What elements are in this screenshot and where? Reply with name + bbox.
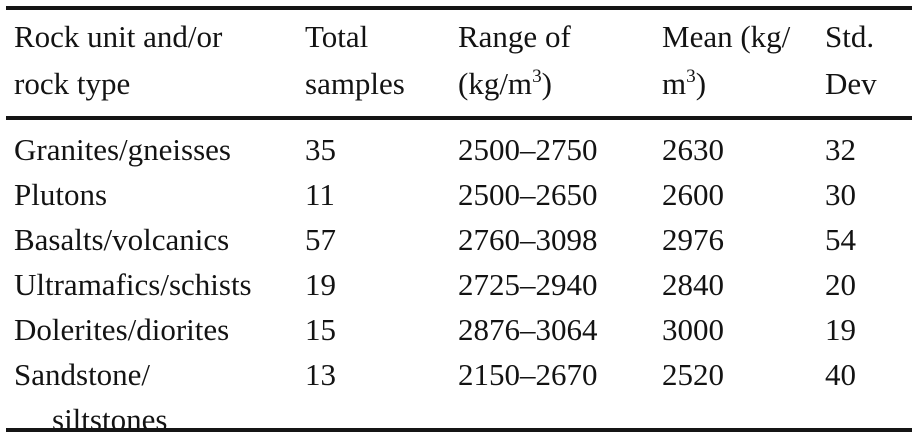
table-header-divider-rule (6, 116, 912, 120)
cell-std-dev: 30 (825, 177, 856, 212)
cell-rock-unit: Ultramafics/schists (14, 262, 305, 307)
rock-unit-text: Granites/gneisses (14, 132, 231, 167)
cell-std-dev: 32 (825, 132, 856, 167)
cell-total-samples: 15 (305, 312, 336, 347)
mean-unit-superscript: 3 (686, 65, 696, 87)
column-header-rock-unit-line2: rock type (14, 66, 131, 101)
column-header-total-samples: Total samples (305, 13, 458, 107)
cell-mean: 2600 (662, 177, 724, 212)
cell-total-samples: 57 (305, 222, 336, 257)
column-header-mean: Mean (kg/ m3) (662, 13, 825, 107)
column-header-range-line2: (kg/m3) (458, 60, 662, 107)
cell-std-dev: 20 (825, 267, 856, 302)
cell-rock-unit: Granites/gneisses (14, 127, 305, 172)
column-header-range: Range of (kg/m3) (458, 13, 662, 107)
cell-total-samples: 13 (305, 357, 336, 392)
cell-mean: 2520 (662, 357, 724, 392)
table-bottom-rule (6, 428, 912, 432)
cell-range: 2150–2670 (458, 357, 598, 392)
cell-range: 2876–3064 (458, 312, 598, 347)
cell-mean: 2630 (662, 132, 724, 167)
rock-unit-text: Basalts/volcanics (14, 222, 230, 257)
mean-unit-suffix: ) (695, 66, 707, 101)
cell-std-dev: 40 (825, 357, 856, 392)
cell-std-dev: 54 (825, 222, 856, 257)
column-header-mean-line2: m3) (662, 60, 825, 107)
cell-rock-unit: Plutons (14, 172, 305, 217)
cell-mean: 2840 (662, 267, 724, 302)
column-header-rock-unit-line1: Rock unit and/or (14, 19, 223, 54)
column-header-std-dev-line2: Dev (825, 66, 877, 101)
cell-range: 2500–2750 (458, 132, 598, 167)
range-unit-superscript: 3 (532, 65, 542, 87)
rock-unit-text-wrapped: siltstones (52, 402, 168, 437)
rock-unit-text: Ultramafics/schists (14, 267, 252, 302)
range-unit-prefix: (kg/m (458, 66, 533, 101)
rock-unit-text: Plutons (14, 177, 108, 212)
column-header-std-dev: Std. Dev (825, 13, 916, 107)
cell-range: 2725–2940 (458, 267, 598, 302)
cell-total-samples: 19 (305, 267, 336, 302)
cell-rock-unit: Basalts/volcanics (14, 217, 305, 262)
cell-rock-unit: Dolerites/diorites (14, 307, 305, 352)
column-header-range-line1: Range of (458, 19, 571, 54)
table-header-row: Rock unit and/or rock type Total samples… (14, 13, 916, 107)
column-header-rock-unit: Rock unit and/or rock type (14, 13, 305, 107)
cell-range: 2500–2650 (458, 177, 598, 212)
column-header-total-samples-line2: samples (305, 66, 405, 101)
table-top-rule (6, 6, 912, 10)
column-header-std-dev-line1: Std. (825, 19, 875, 54)
column-header-total-samples-line1: Total (305, 19, 369, 54)
column-header-mean-line1: Mean (kg/ (662, 19, 791, 54)
cell-mean: 2976 (662, 222, 724, 257)
cell-rock-unit: Sandstone/ siltstones (14, 352, 305, 440)
table-body: Granites/gneisses 35 2500–2750 2630 32 P… (14, 127, 916, 440)
cell-total-samples: 35 (305, 132, 336, 167)
cell-total-samples: 11 (305, 177, 335, 212)
rock-unit-text: Sandstone/ (14, 357, 151, 392)
range-unit-suffix: ) (541, 66, 552, 101)
cell-mean: 3000 (662, 312, 724, 347)
cell-std-dev: 19 (825, 312, 856, 347)
mean-unit-prefix: m (662, 66, 687, 101)
cell-range: 2760–3098 (458, 222, 598, 257)
rock-unit-text: Dolerites/diorites (14, 312, 230, 347)
